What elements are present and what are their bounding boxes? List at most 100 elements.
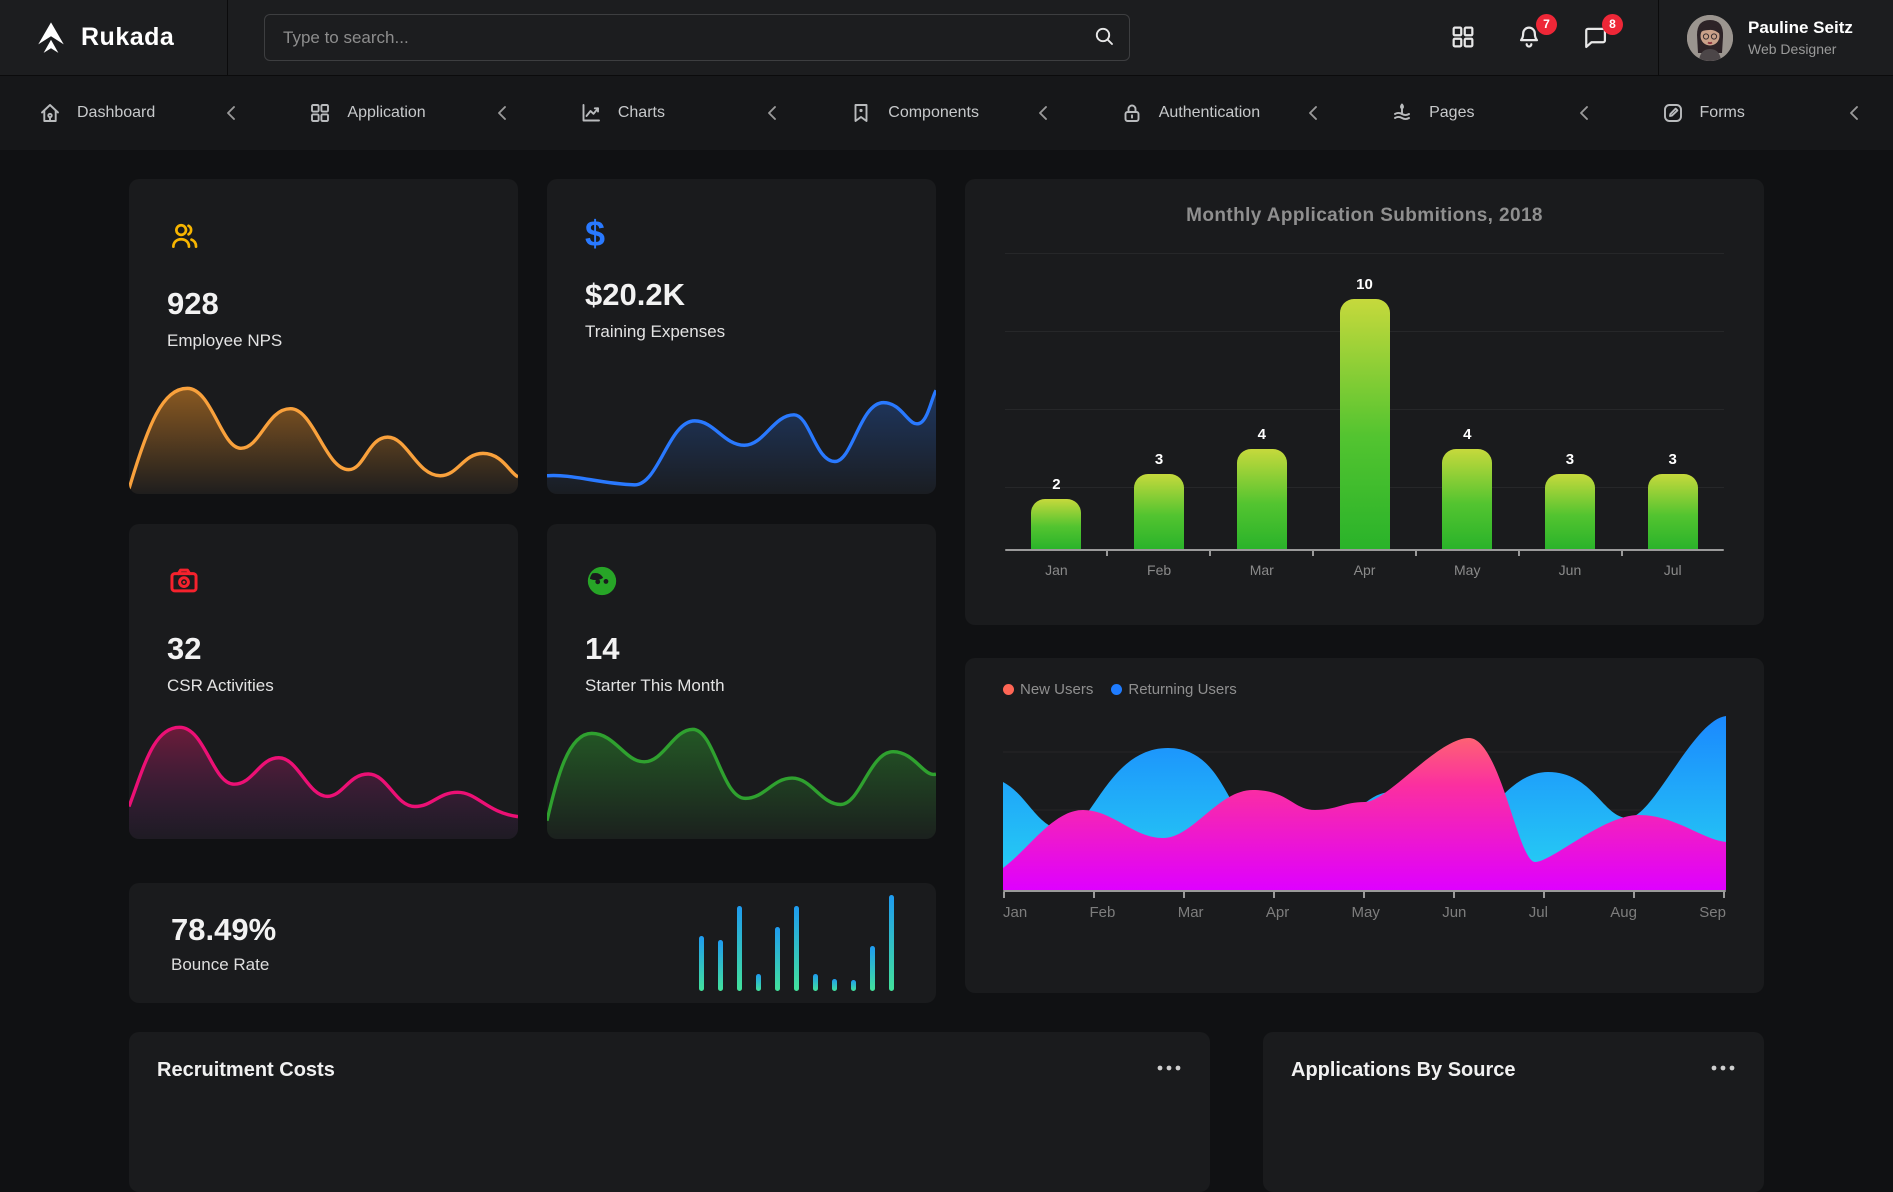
grid-icon	[1449, 23, 1477, 51]
camera-icon	[167, 564, 201, 598]
bar[interactable]	[1545, 474, 1595, 549]
card-menu-button[interactable]	[1156, 1059, 1182, 1075]
sparkline-training-expenses	[547, 362, 936, 494]
bar-value-label: 10	[1356, 276, 1373, 293]
nav-item-forms[interactable]: Forms	[1623, 76, 1893, 150]
axis-label: Jul	[1529, 904, 1548, 921]
stat-card-csr-activities[interactable]: 32 CSR Activities	[129, 524, 518, 839]
legend-item-new-users[interactable]: New Users	[1003, 681, 1093, 698]
user-name: Pauline Seitz	[1748, 18, 1853, 38]
bar-column-mar[interactable]: 4	[1210, 426, 1313, 549]
nav-label: Pages	[1429, 104, 1474, 122]
axis-label: Feb	[1108, 562, 1211, 578]
bounce-bar	[870, 946, 875, 991]
stat-card-training-expenses[interactable]: $ $20.2K Training Expenses	[547, 179, 936, 494]
search-bar	[264, 14, 1130, 61]
bar-value-label: 4	[1463, 426, 1471, 443]
search-input[interactable]	[264, 14, 1130, 61]
axis-label: Apr	[1266, 904, 1289, 921]
recruitment-costs-card: Recruitment Costs	[129, 1032, 1210, 1192]
bar-column-apr[interactable]: 10	[1313, 276, 1416, 549]
bookmark-icon	[849, 101, 873, 125]
nav-item-components[interactable]: Components	[811, 76, 1081, 150]
axis-label: Feb	[1090, 904, 1116, 921]
area-chart-month-labels: JanFebMarAprMayJunJulAugSep	[1003, 904, 1726, 921]
bar[interactable]	[1340, 299, 1390, 549]
bar[interactable]	[1237, 449, 1287, 549]
legend-label: New Users	[1020, 681, 1093, 698]
face-icon	[585, 564, 619, 598]
axis-label: Mar	[1178, 904, 1204, 921]
nav-label: Charts	[618, 104, 665, 122]
stat-value: $20.2K	[585, 277, 936, 313]
stat-value: 928	[167, 286, 518, 322]
bar-value-label: 4	[1258, 426, 1266, 443]
chevron-left-icon	[226, 105, 236, 121]
bar-column-jul[interactable]: 3	[1621, 451, 1724, 549]
axis-label: Aug	[1610, 904, 1637, 921]
area-chart-plot	[1003, 710, 1726, 890]
search-icon	[1092, 24, 1116, 48]
bar-column-jun[interactable]: 3	[1519, 451, 1622, 549]
stat-value: 32	[167, 631, 518, 667]
stat-card-starter-this-month[interactable]: 14 Starter This Month	[547, 524, 936, 839]
main-nav: Dashboard Application Charts Components …	[0, 75, 1893, 150]
topbar-actions: 7 8	[1448, 23, 1610, 53]
nav-item-pages[interactable]: Pages	[1352, 76, 1622, 150]
nav-label: Components	[888, 104, 979, 122]
stat-label: Training Expenses	[585, 322, 936, 342]
dashboard-content: 928 Employee NPS	[0, 150, 1893, 1192]
bounce-rate-card[interactable]: 78.49% Bounce Rate	[129, 883, 936, 1003]
notifications-button[interactable]: 7	[1514, 23, 1544, 53]
bar-value-label: 3	[1566, 451, 1574, 468]
brand[interactable]: Rukada	[0, 0, 228, 75]
bounce-rate-bars	[699, 895, 894, 991]
area-chart-axis-ticks	[1003, 892, 1726, 898]
axis-label: May	[1416, 562, 1519, 578]
bar[interactable]	[1442, 449, 1492, 549]
bar[interactable]	[1134, 474, 1184, 549]
search-button[interactable]	[1084, 18, 1124, 56]
chevron-left-icon	[1579, 105, 1589, 121]
messages-button[interactable]: 8	[1580, 23, 1610, 53]
bounce-bar	[699, 936, 704, 991]
chevron-left-icon	[1038, 105, 1048, 121]
user-menu[interactable]: Pauline Seitz Web Designer	[1658, 0, 1893, 75]
brand-name: Rukada	[81, 23, 174, 52]
bar[interactable]	[1031, 499, 1081, 549]
bar-chart-title: Monthly Application Submitions, 2018	[1005, 179, 1724, 227]
apps-menu-button[interactable]	[1448, 23, 1478, 53]
bar-value-label: 3	[1155, 451, 1163, 468]
bounce-bar	[756, 974, 761, 991]
stat-card-employee-nps[interactable]: 928 Employee NPS	[129, 179, 518, 494]
bar-chart-plot: 2 3 4 10 4 3 3	[1005, 241, 1724, 549]
avatar	[1687, 15, 1733, 61]
axis-label: May	[1352, 904, 1380, 921]
bar-column-feb[interactable]: 3	[1108, 451, 1211, 549]
home-icon	[38, 101, 62, 125]
more-options-icon	[1710, 1064, 1736, 1072]
card-title: Recruitment Costs	[157, 1059, 335, 1082]
nav-item-charts[interactable]: Charts	[541, 76, 811, 150]
nav-label: Forms	[1700, 104, 1745, 122]
bar-column-may[interactable]: 4	[1416, 426, 1519, 549]
bar-value-label: 2	[1052, 476, 1060, 493]
bar[interactable]	[1648, 474, 1698, 549]
bounce-rate-value: 78.49%	[171, 912, 276, 948]
bounce-bar	[813, 974, 818, 991]
nav-item-application[interactable]: Application	[270, 76, 540, 150]
sparkline-starter-this-month	[547, 707, 936, 839]
axis-label: Jan	[1003, 904, 1027, 921]
nav-item-dashboard[interactable]: Dashboard	[0, 76, 270, 150]
notifications-badge: 7	[1536, 14, 1557, 35]
card-menu-button[interactable]	[1710, 1059, 1736, 1075]
nav-item-authentication[interactable]: Authentication	[1082, 76, 1352, 150]
legend-dot-returning-users	[1111, 684, 1122, 695]
axis-label: Jun	[1442, 904, 1466, 921]
bounce-bar	[737, 906, 742, 991]
lock-icon	[1120, 101, 1144, 125]
legend-item-returning-users[interactable]: Returning Users	[1111, 681, 1236, 698]
sparkline-employee-nps	[129, 362, 518, 494]
bar-column-jan[interactable]: 2	[1005, 476, 1108, 549]
bounce-bar	[851, 980, 856, 991]
